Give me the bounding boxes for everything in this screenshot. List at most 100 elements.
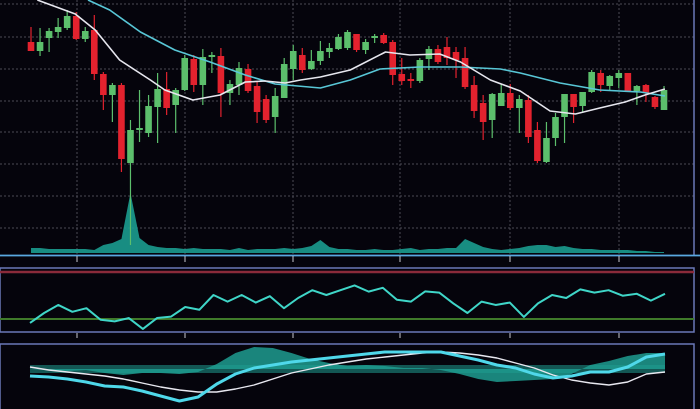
candle-bullish [308,50,315,70]
candle-body [624,73,632,91]
candle-bullish [335,34,342,50]
candle-bearish [91,15,98,80]
candle-body [199,57,207,85]
candle-bullish [54,18,62,38]
macd-pane [0,343,695,409]
candle-body [244,69,252,91]
candle-body [525,100,532,137]
candle-body [91,30,98,74]
candle-bearish [163,72,170,115]
candle-bearish [570,94,577,123]
candle-bearish [244,64,252,93]
candle-bullish [271,88,279,133]
candle-body [642,85,650,93]
candle-bearish [470,76,478,118]
candle-bearish [651,96,659,109]
candle-bullish [633,85,641,105]
candle-bullish [199,49,207,105]
candle-body [534,130,541,161]
candle-bullish [81,27,89,42]
candle-bearish [389,40,397,85]
candle-body [100,74,107,95]
candle-body [362,42,369,50]
candle-bullish [289,45,297,80]
candle-bullish [488,93,496,138]
candle-body [660,90,668,110]
candle-bearish [100,72,107,110]
candle-body [380,35,387,43]
candle-body [488,94,496,120]
candle-body [208,55,216,57]
candle-body [561,94,568,117]
candle-body [407,79,415,81]
candle-body [506,93,514,108]
rsi-pane-border [0,267,695,333]
candle-body [45,31,53,38]
rsi-line [29,284,666,330]
candle-bullish [371,34,378,43]
candle-body [127,130,134,163]
candle-body [615,73,623,78]
candle-bullish [561,94,568,143]
candle-bullish [280,58,288,98]
candle-body [145,106,152,133]
candle-bullish [127,120,134,245]
rsi-pane [0,267,695,333]
candle-body [335,37,342,49]
candle-bearish [506,84,514,110]
candle-bullish [416,58,424,83]
candle-body [118,85,125,159]
candle-body [606,76,614,86]
candle-body [280,64,288,98]
candle-body [36,42,44,51]
candle-body [163,89,170,108]
candle-body [588,72,595,92]
candle-bullish [172,88,179,133]
candle-body [109,85,116,95]
candle-bearish [624,73,632,92]
candle-bullish [326,43,333,58]
candle-body [27,42,35,51]
candle-bearish [217,48,225,117]
candle-bearish [27,27,35,51]
candle-body [289,51,297,69]
candle-bearish [72,12,80,40]
candle-body [552,117,559,138]
candle-bearish [253,82,261,123]
candle-bullish [362,39,369,54]
candle-bearish [452,47,460,78]
candle-bearish [407,73,415,88]
candle-bearish [190,55,198,92]
candle-bullish [226,80,234,105]
candle-bullish [497,84,505,106]
candle-bearish [118,83,125,172]
candle-bearish [534,122,541,163]
candle-body [479,103,487,122]
candle-bullish [181,55,189,91]
candle-body [271,96,279,117]
macd-line [29,350,666,403]
macd-pane-border [0,343,695,409]
candle-body [326,48,333,52]
candle-body [298,55,306,70]
moving-average-slow-line [87,0,666,97]
candle-bullish [344,30,351,50]
candle-body [190,59,198,85]
candlestick-series [27,10,668,245]
candle-bearish [398,58,406,85]
candle-body [398,74,406,81]
candle-body [63,16,71,28]
candle-body [181,58,189,90]
candle-body [434,49,442,62]
candle-body [154,89,161,107]
moving-averages [37,0,666,115]
candle-body [226,84,234,93]
moving-average-fast-line [37,0,666,115]
candle-body [597,73,605,85]
candle-body [253,86,261,112]
candle-body [172,90,179,105]
price-grid [0,0,695,256]
candle-body [633,86,641,91]
candle-bullish [36,28,44,56]
